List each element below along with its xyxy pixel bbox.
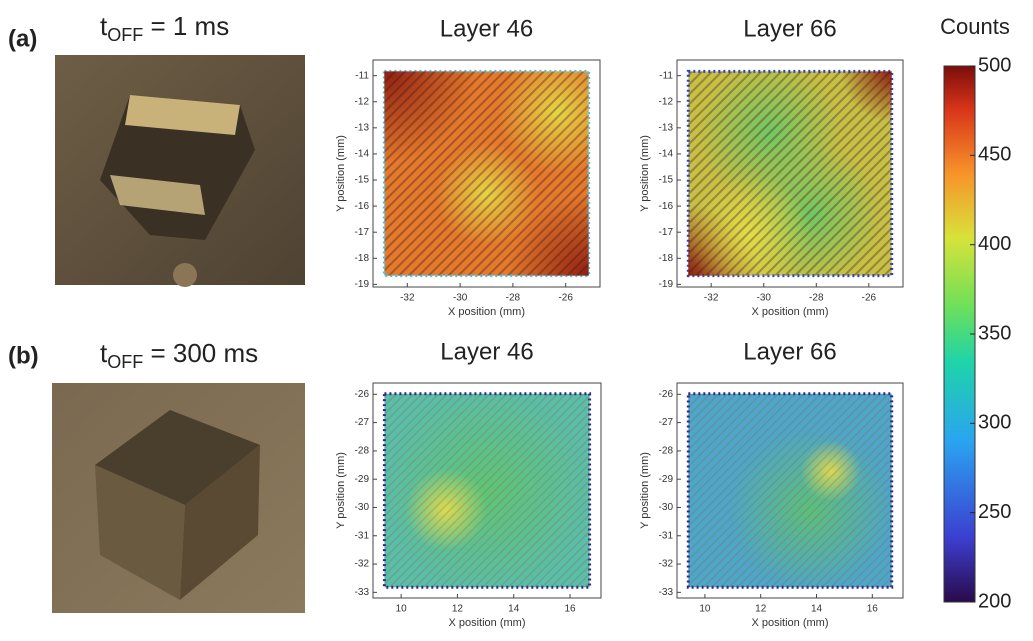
x-tick-label: -30 xyxy=(756,293,771,304)
y-tick-label: -16 xyxy=(659,201,674,212)
condition-value: = 1 ms xyxy=(143,11,229,41)
y-tick-label: -17 xyxy=(355,227,370,238)
y-tick-label: -15 xyxy=(659,175,674,186)
heatmap xyxy=(384,388,589,593)
y-tick-label: -29 xyxy=(659,474,674,485)
x-tick-label: 14 xyxy=(811,604,823,615)
y-tick-label: -12 xyxy=(659,96,674,107)
y-tick-label: -26 xyxy=(355,389,370,400)
heatmap-texture xyxy=(292,0,670,357)
heatmap-texture xyxy=(688,394,891,591)
y-tick-label: -30 xyxy=(355,502,370,513)
panel-label: (a) xyxy=(8,25,37,52)
heatmap-texture xyxy=(384,388,589,593)
y-tick-label: -33 xyxy=(659,587,674,598)
plot-title: Layer 46 xyxy=(440,338,533,365)
y-tick-label: -11 xyxy=(355,70,369,81)
y-tick-label: -31 xyxy=(355,530,370,541)
heatmap-panel: Layer 46 10 12 14 16 -26 -27 -28 -29 -30 -31 -32 -33… xyxy=(335,338,601,629)
subscript: OFF xyxy=(107,25,143,45)
y-tick-label: -13 xyxy=(659,122,674,133)
y-tick-label: -16 xyxy=(355,201,370,212)
y-tick-label: -33 xyxy=(355,587,370,598)
condition-value: = 300 ms xyxy=(143,338,258,368)
x-tick-label: 14 xyxy=(508,604,520,615)
x-tick-label: 16 xyxy=(867,604,879,615)
x-tick-label: 10 xyxy=(699,604,711,615)
x-axis-label: X position (mm) xyxy=(448,306,525,318)
y-tick-label: -14 xyxy=(659,149,674,160)
y-tick-label: -18 xyxy=(659,253,674,264)
y-tick-label: -32 xyxy=(659,559,674,570)
y-tick-label: -29 xyxy=(355,474,370,485)
x-axis-label: X position (mm) xyxy=(448,617,525,629)
y-tick-label: -19 xyxy=(355,279,370,290)
y-tick-label: -19 xyxy=(659,279,674,290)
colorbar-tick-label: 350 xyxy=(978,322,1011,344)
figure: (a) (b) tOFF = 1 ms tOFF = 300 ms Counts… xyxy=(0,0,1033,641)
x-tick-label: -32 xyxy=(704,293,719,304)
heatmap-panel: Layer 66 10 12 14 16 -26 -27 -28 -29 -30 -31 -32 -33… xyxy=(639,338,903,629)
x-tick-label: 16 xyxy=(564,604,576,615)
y-tick-label: -18 xyxy=(355,253,370,264)
y-axis-label: Y position (mm) xyxy=(335,452,347,529)
y-axis-label: Y position (mm) xyxy=(335,135,347,212)
x-tick-label: -26 xyxy=(558,293,573,304)
y-tick-label: -28 xyxy=(659,446,674,457)
colorbar-tick-label: 500 xyxy=(978,54,1011,76)
y-tick-label: -31 xyxy=(659,530,674,541)
colorbar-tick-label: 400 xyxy=(978,233,1011,255)
condition-label: tOFF = 300 ms xyxy=(100,338,258,372)
y-tick-label: -27 xyxy=(355,417,370,428)
heatmap-stripes xyxy=(688,394,891,588)
plot-title: Layer 66 xyxy=(743,15,836,42)
y-tick-label: -13 xyxy=(355,122,370,133)
colorbar-tick-label: 300 xyxy=(978,412,1011,434)
y-tick-label: -17 xyxy=(659,227,674,238)
colorbar-tick-label: 250 xyxy=(978,501,1011,523)
x-axis-label: X position (mm) xyxy=(751,306,828,318)
x-tick-label: -30 xyxy=(453,293,468,304)
panel-label: (b) xyxy=(8,342,39,369)
x-tick-label: 10 xyxy=(396,604,408,615)
heatmap-stripes xyxy=(384,394,589,588)
y-tick-label: -11 xyxy=(659,70,673,81)
x-tick-label: -26 xyxy=(862,293,877,304)
subscript: OFF xyxy=(107,352,143,372)
y-tick-label: -28 xyxy=(355,446,370,457)
plot-title: Layer 46 xyxy=(440,15,533,42)
colorbar-tick-label: 200 xyxy=(978,590,1011,612)
photo xyxy=(52,383,305,613)
y-tick-label: -14 xyxy=(355,149,370,160)
plot-title: Layer 66 xyxy=(743,338,836,365)
x-tick-label: -32 xyxy=(400,293,415,304)
heatmap-stripes xyxy=(384,71,588,275)
heatmap xyxy=(292,0,670,357)
photo xyxy=(55,55,305,287)
x-tick-label: -28 xyxy=(506,293,521,304)
y-tick-label: -15 xyxy=(355,175,370,186)
y-tick-label: -12 xyxy=(355,96,370,107)
x-tick-label: -28 xyxy=(809,293,824,304)
colorbar-tick-label: 450 xyxy=(978,144,1011,166)
x-axis-label: X position (mm) xyxy=(751,617,828,629)
y-axis-label: Y position (mm) xyxy=(639,135,651,212)
y-tick-label: -26 xyxy=(659,389,674,400)
heatmap-stripes xyxy=(688,71,891,275)
y-tick-label: -27 xyxy=(659,417,674,428)
heatmap xyxy=(688,394,891,591)
colorbar-title: Counts xyxy=(940,14,1010,39)
x-tick-label: 12 xyxy=(452,604,464,615)
heatmap-panel: Layer 66 -32 -30 -28 -26 -11 -12 -13 -14 -15 -16 -1… xyxy=(617,15,942,346)
condition-label: tOFF = 1 ms xyxy=(100,11,229,45)
y-tick-label: -30 xyxy=(659,502,674,513)
heatmap-panel: Layer 46 -32 -30 -28 -26 -11 -12 -13 -14 -15 -16 -1… xyxy=(292,0,670,357)
y-axis-label: Y position (mm) xyxy=(639,452,651,529)
y-tick-label: -32 xyxy=(355,559,370,570)
x-tick-label: 12 xyxy=(755,604,767,615)
